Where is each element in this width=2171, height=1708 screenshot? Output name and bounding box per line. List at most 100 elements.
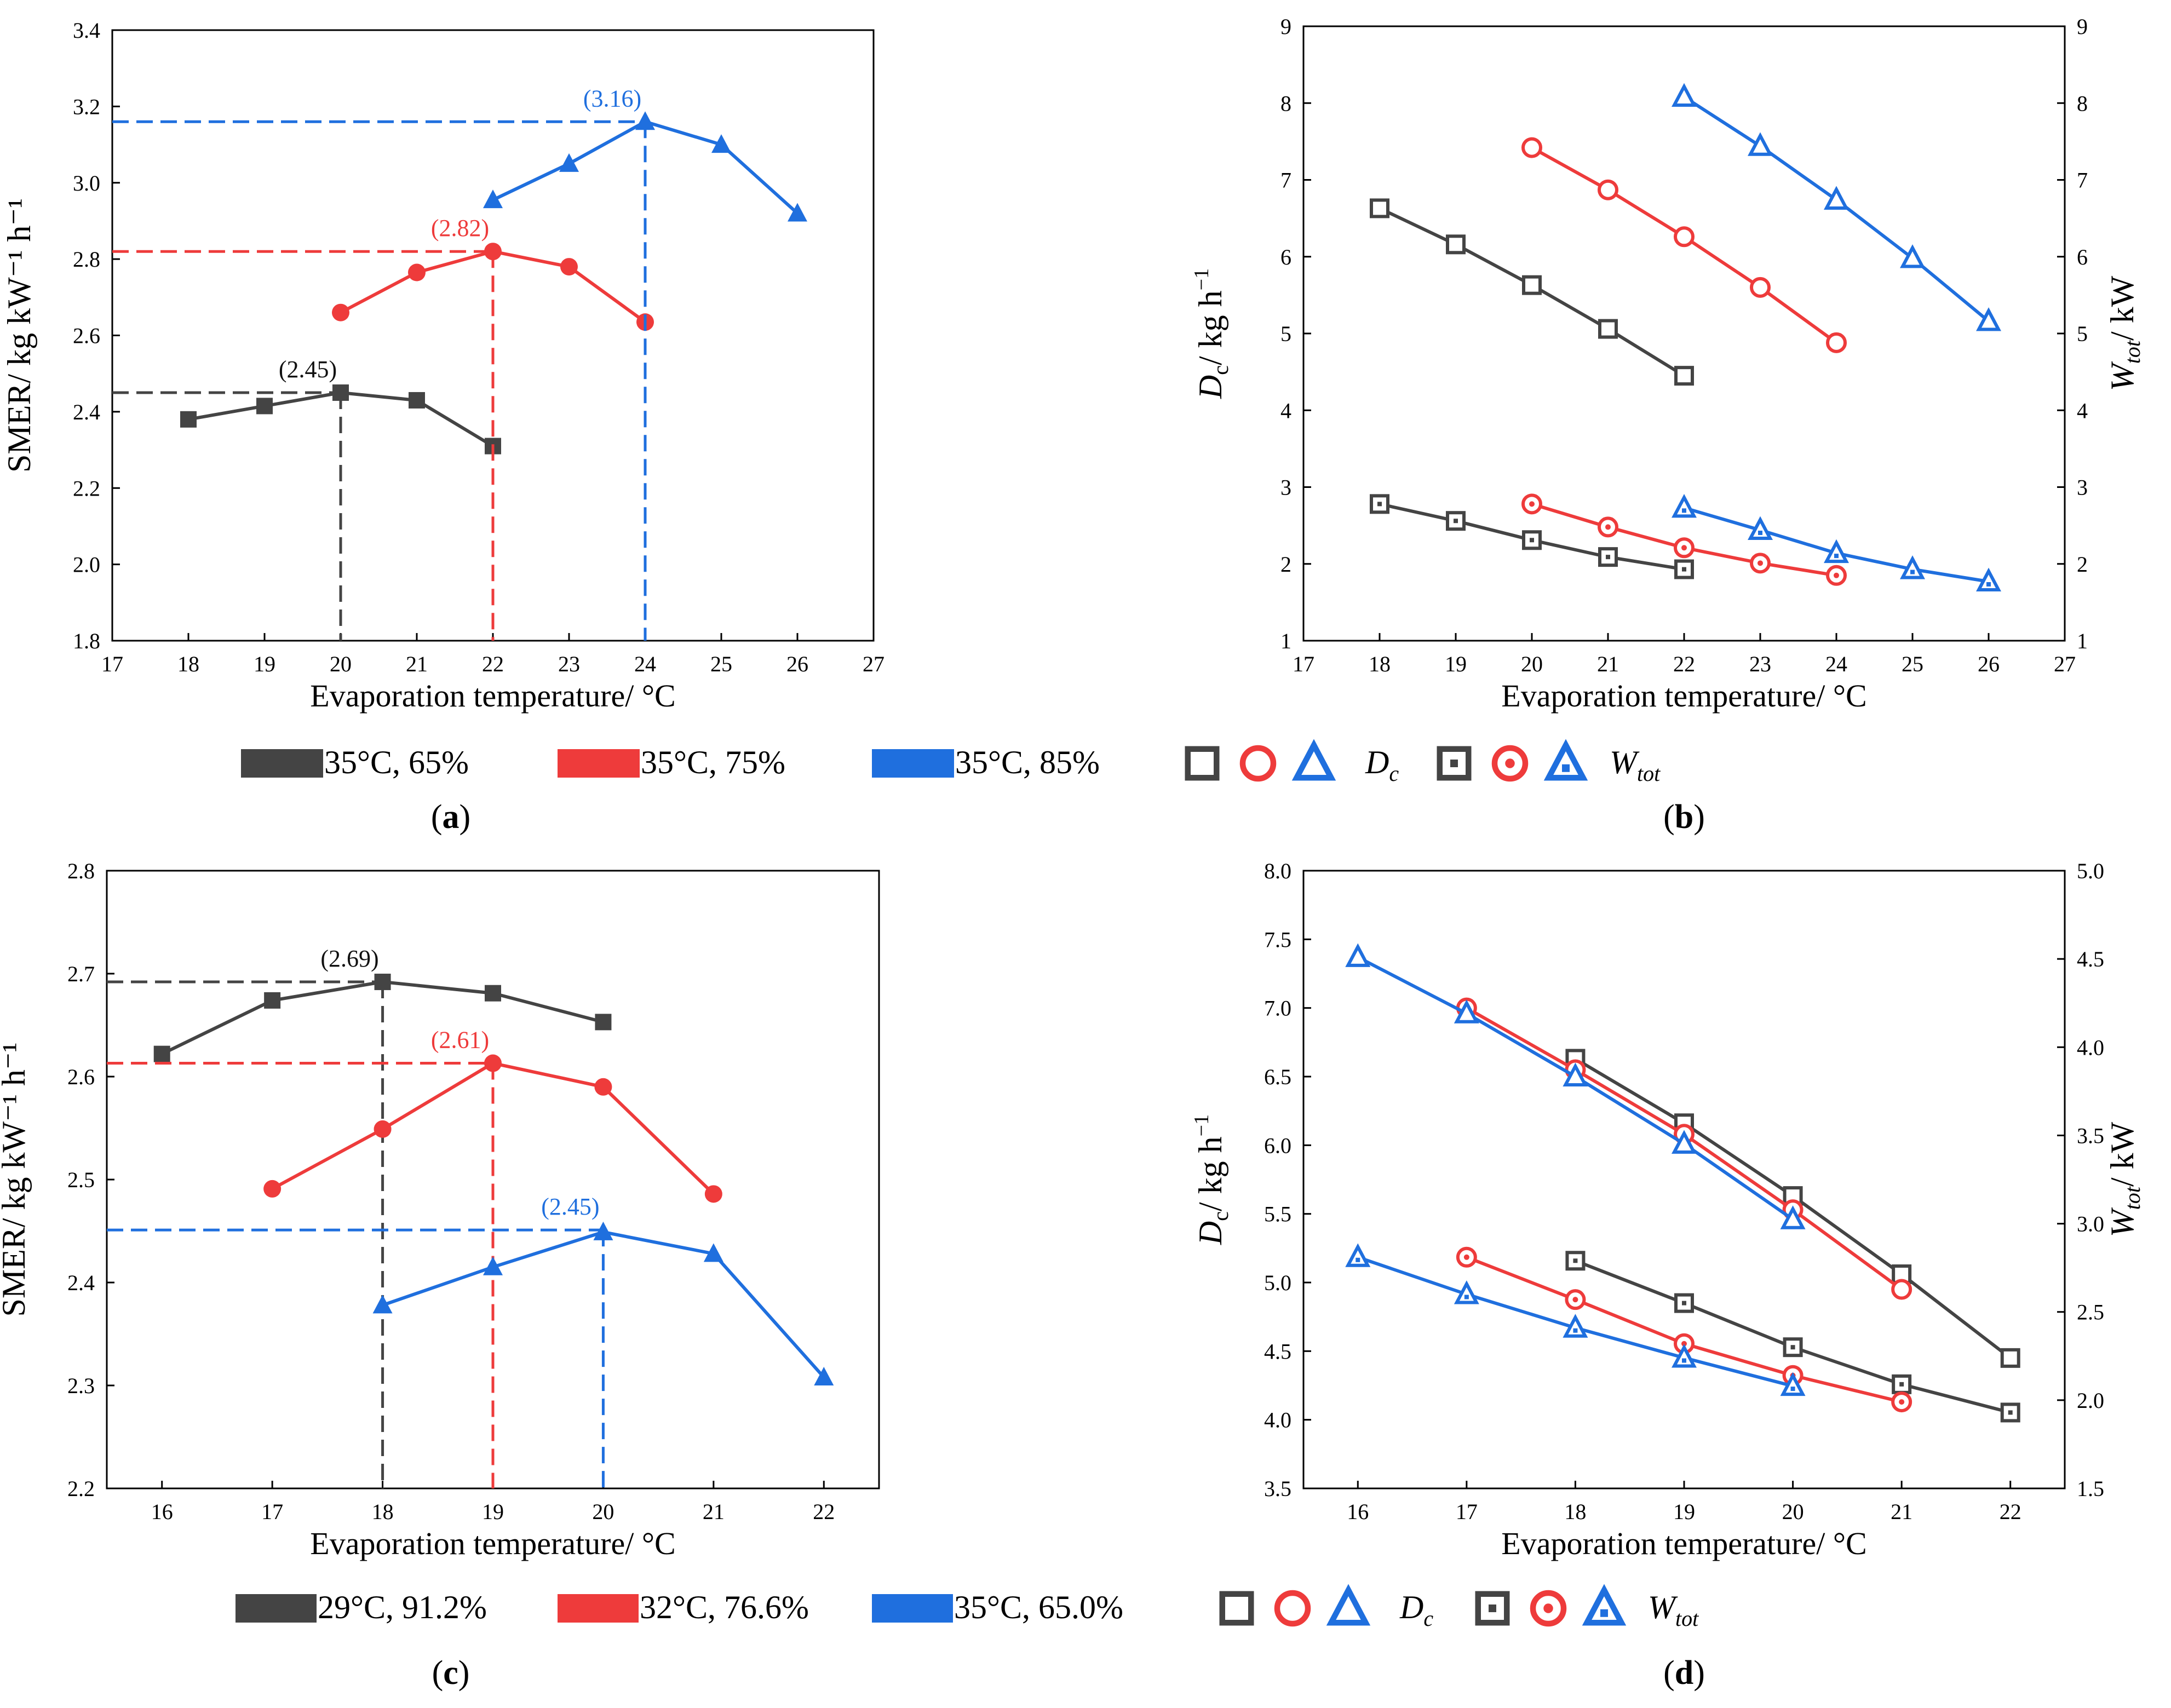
data-point xyxy=(1598,179,1618,200)
series-1 xyxy=(1370,198,1694,386)
legend-bottom: 29°C, 91.2% 32°C, 76.6% 35°C, 65.0% Dc Wtot xyxy=(236,1584,1699,1631)
data-point-dot xyxy=(1834,554,1839,559)
data-point xyxy=(1892,1264,1912,1284)
legend-marker xyxy=(1326,1584,1371,1626)
data-point xyxy=(263,1180,282,1198)
data-point-dot xyxy=(1790,1345,1795,1350)
data-point xyxy=(374,974,391,991)
legend-marker-dot xyxy=(1489,1605,1496,1612)
data-point-dot xyxy=(1899,1382,1904,1387)
series-5 xyxy=(1456,1246,1912,1413)
x-tick-label: 21 xyxy=(703,1499,725,1524)
x-tick-label: 26 xyxy=(786,652,808,676)
data-point xyxy=(1976,307,2001,331)
y-axis-label: SMER/ kg kW⁻¹ h⁻¹ xyxy=(1,198,37,473)
x-tick-label: 25 xyxy=(1902,652,1923,676)
y-tick-label: 8 xyxy=(1280,91,1291,116)
data-point xyxy=(2000,1348,2020,1368)
x-tick-label: 22 xyxy=(482,652,504,676)
legend-marker xyxy=(1582,1584,1627,1626)
legend-symbol xyxy=(1530,1590,1567,1627)
data-point-dot xyxy=(1790,1387,1795,1391)
x-tick-label: 19 xyxy=(1445,652,1467,676)
y-tick-label: 4.0 xyxy=(1264,1408,1291,1433)
data-point xyxy=(264,992,281,1009)
y-tick-label: 2 xyxy=(1280,552,1291,577)
legend-symbol xyxy=(1326,1584,1371,1626)
x-tick-label: 22 xyxy=(1673,652,1695,676)
y2-tick-label: 8 xyxy=(2077,91,2088,116)
y-tick-label: 2.4 xyxy=(67,1270,95,1295)
data-point-dot xyxy=(1530,538,1534,543)
data-point xyxy=(703,1243,723,1262)
x-tick-label: 23 xyxy=(1749,652,1771,676)
legend-symbol xyxy=(1491,745,1529,782)
legend-label: 35°C, 65.0% xyxy=(954,1589,1123,1625)
y-tick-label: 5.0 xyxy=(1264,1270,1291,1295)
legend-label: 35°C, 75% xyxy=(641,744,785,780)
y-tick-label: 1.8 xyxy=(73,629,100,653)
legend-marker-dot xyxy=(1543,1603,1553,1613)
data-point xyxy=(256,398,273,415)
data-point-dot xyxy=(1454,519,1458,524)
data-point-dot xyxy=(1681,1341,1687,1347)
legend-label: 35°C, 65% xyxy=(324,744,469,780)
series-1 xyxy=(1565,1049,2020,1368)
data-point xyxy=(1563,1062,1588,1086)
y-tick-label: 4 xyxy=(1280,398,1291,423)
y2-tick-label: 4.0 xyxy=(2077,1035,2104,1060)
x-tick-label: 24 xyxy=(1825,652,1847,676)
x-tick-label: 25 xyxy=(710,652,732,676)
data-point xyxy=(1748,132,1773,156)
data-point-dot xyxy=(1834,572,1839,578)
legend-wtot-label: Wtot xyxy=(1610,744,1661,786)
series-2: (2.61) xyxy=(107,1027,722,1488)
y-tick-label: 6 xyxy=(1280,245,1291,269)
data-point xyxy=(1748,516,1773,540)
series-5 xyxy=(1521,493,1847,586)
x-tick-label: 22 xyxy=(813,1499,835,1524)
y-axis-label: Dc/ kg h−1 xyxy=(1190,1114,1233,1245)
y2-tick-label: 7 xyxy=(2077,168,2088,193)
series-4 xyxy=(1565,1251,2020,1423)
data-point-dot xyxy=(1464,1295,1469,1299)
legend-swatch xyxy=(872,749,954,778)
legend-marker-dot xyxy=(1505,758,1515,768)
legend-swatch xyxy=(236,1594,317,1623)
x-tick-label: 18 xyxy=(177,652,199,676)
y2-axis-label: Wtot/ kW xyxy=(2104,1122,2145,1237)
series-2: (2.82) xyxy=(112,215,654,641)
data-point xyxy=(1824,186,1849,210)
y-tick-label: 9 xyxy=(1280,14,1291,39)
x-tick-label: 26 xyxy=(1978,652,2000,676)
data-point xyxy=(1370,198,1389,218)
data-point xyxy=(1522,530,1542,550)
y2-axis-label: Wtot/ kW xyxy=(2104,275,2145,391)
y2-tick-label: 1.5 xyxy=(2077,1476,2104,1501)
y-tick-label: 3.4 xyxy=(73,18,100,43)
x-tick-label: 20 xyxy=(1782,1499,1804,1524)
x-tick-label: 21 xyxy=(1891,1499,1912,1524)
legend-swatch xyxy=(872,1594,953,1623)
x-tick-label: 17 xyxy=(1293,652,1314,676)
peak-label: (2.45) xyxy=(541,1193,599,1220)
legend-marker xyxy=(1543,739,1588,781)
y-tick-label: 3 xyxy=(1280,475,1291,500)
x-tick-label: 16 xyxy=(1347,1499,1369,1524)
y2-tick-label: 5 xyxy=(2077,321,2088,346)
y-tick-label: 2.2 xyxy=(67,1476,95,1501)
legend-label: 35°C, 85% xyxy=(955,744,1100,780)
data-point xyxy=(1900,555,1925,579)
data-point xyxy=(1345,943,1371,967)
data-point-dot xyxy=(1463,1254,1469,1260)
series-6 xyxy=(1672,493,2001,592)
y-tick-label: 5.5 xyxy=(1264,1202,1291,1227)
data-point xyxy=(593,1221,613,1240)
series-6 xyxy=(1345,1243,1806,1396)
data-point-dot xyxy=(1606,555,1610,560)
peak-label: (3.16) xyxy=(583,85,641,112)
data-point-dot xyxy=(2008,1410,2013,1415)
x-tick-label: 24 xyxy=(634,652,656,676)
x-tick-label: 23 xyxy=(558,652,580,676)
y2-tick-label: 3.0 xyxy=(2077,1212,2104,1237)
